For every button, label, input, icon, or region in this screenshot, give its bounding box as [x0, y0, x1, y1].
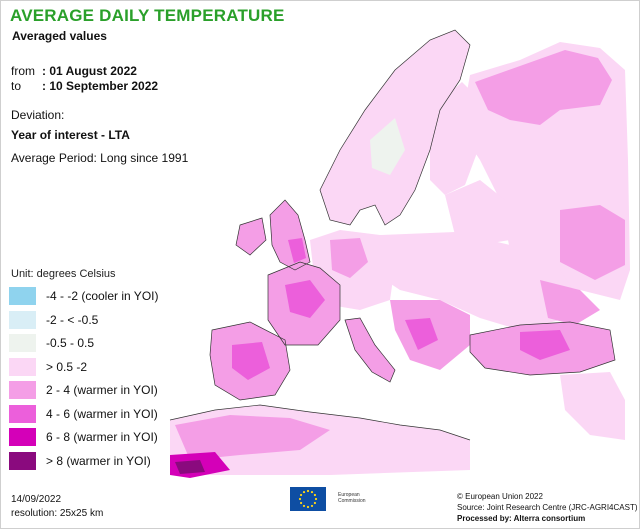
to-label: to: [11, 79, 22, 93]
region-balkans-hot: [405, 318, 438, 350]
eu-star-icon: [306, 505, 310, 509]
to-value: : 10 September 2022: [42, 79, 159, 93]
legend-swatch: [9, 310, 36, 329]
map-title: AVERAGE DAILY TEMPERATURE: [10, 6, 285, 25]
eu-star-icon: [313, 493, 317, 497]
from-label: from: [11, 64, 35, 78]
legend-label: > 0.5 -2: [46, 359, 88, 374]
map-subtitle: Averaged values: [12, 29, 107, 43]
region-uk-hot: [288, 238, 306, 263]
footer-date: 14/09/2022: [11, 494, 62, 505]
legend-label: -0.5 - 0.5: [46, 336, 95, 350]
legend-label: 4 - 6 (warmer in YOI): [46, 406, 158, 421]
eu-star-icon: [298, 497, 302, 501]
footer-resolution: resolution: 25x25 km: [11, 508, 104, 519]
period-from: from : 01 August 2022: [11, 64, 137, 78]
footer-processed: Processed by: Alterra consortium: [457, 514, 586, 523]
eu-logo: [284, 484, 334, 518]
legend-swatch: [9, 357, 36, 376]
region-italy: [345, 318, 395, 382]
legend-swatch: [9, 404, 36, 423]
eu-star-icon: [302, 504, 306, 508]
eu-star-icon: [299, 493, 303, 497]
deviation-type: Year of interest - LTA: [11, 128, 130, 142]
eu-star-icon: [310, 504, 314, 508]
average-period: Average Period: Long since 1991: [11, 151, 189, 165]
region-north-africa-warm: [175, 415, 330, 460]
region-scandinavia-neutral: [370, 118, 405, 175]
period-to: to : 10 September 2022: [11, 79, 158, 93]
eu-star-icon: [306, 489, 310, 493]
eu-star-icon: [314, 497, 318, 501]
eu-logo-line2: Commission: [338, 498, 366, 504]
region-baltic: [445, 180, 510, 245]
region-uk: [270, 200, 310, 270]
legend-label: -2 - < -0.5: [46, 312, 99, 327]
legend-swatch: [9, 334, 36, 352]
legend-swatch: [9, 381, 36, 399]
eu-logo-text: European Commission: [338, 492, 366, 504]
region-france-hot: [285, 280, 325, 318]
legend-label: -4 - -2 (cooler in YOI): [46, 289, 159, 303]
region-ireland: [236, 218, 266, 255]
eu-star-icon: [313, 501, 317, 505]
legend-swatch: [9, 428, 36, 446]
legend-swatch: [9, 287, 36, 305]
region-turkey-hot: [520, 330, 570, 360]
coastline-outlines: [169, 29, 616, 441]
eu-star-icon: [299, 501, 303, 505]
legend-label: 6 - 8 (warmer in YOI): [46, 430, 158, 444]
eu-star-icon: [310, 490, 314, 494]
from-value: : 01 August 2022: [42, 64, 137, 78]
region-finland: [430, 82, 480, 195]
deviation-label: Deviation:: [11, 108, 65, 122]
footer-source: Source: Joint Research Centre (JRC-AGRI4…: [457, 503, 638, 512]
eu-logo-line1: European: [338, 492, 360, 498]
region-middle-east: [560, 372, 625, 440]
region-germany-warm: [330, 238, 368, 278]
legend-label: 2 - 4 (warmer in YOI): [46, 383, 158, 397]
region-iberia-hot: [232, 342, 270, 380]
legend-unit: Unit: degrees Celsius: [11, 268, 116, 280]
region-russia-warm-east: [560, 205, 625, 280]
region-russia-warm: [475, 50, 612, 125]
region-sahara-extreme: [175, 460, 205, 474]
region-ukraine-warm: [540, 280, 600, 325]
legend-label: > 8 (warmer in YOI): [46, 453, 151, 468]
footer-copyright: © European Union 2022: [457, 492, 543, 501]
legend-swatch: [9, 451, 36, 470]
eu-star-icon: [302, 490, 306, 494]
region-eastern-europe: [370, 232, 580, 330]
